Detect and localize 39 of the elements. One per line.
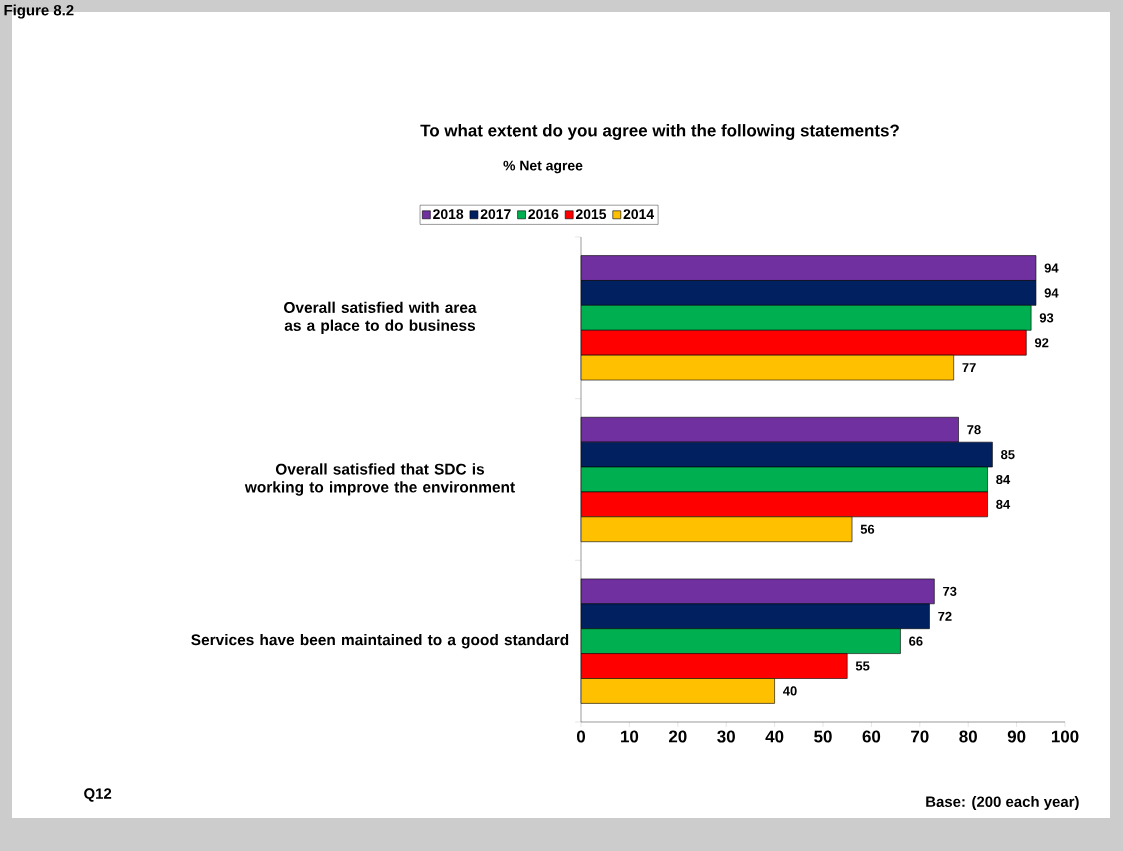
data-label: 77 [962, 363, 976, 373]
data-label: 78 [967, 425, 981, 435]
chart-subtitle: % Net agree [503, 160, 583, 174]
data-label: 56 [860, 524, 875, 534]
data-label: 84 [996, 474, 1011, 485]
x-tick-label: 20 [668, 730, 687, 743]
data-label: 66 [909, 636, 923, 646]
data-label: 40 [783, 686, 797, 696]
x-tick-label: 70 [911, 730, 929, 743]
data-label: 93 [1039, 313, 1054, 323]
data-label: 85 [1001, 450, 1015, 460]
caption: Figure 8.2 [4, 4, 74, 19]
data-label: 72 [938, 611, 952, 621]
data-label: 84 [996, 499, 1011, 509]
x-tick-label: 10 [621, 730, 639, 743]
y-tick-label: Overall satisfied with area as a place to do business [284, 301, 477, 334]
x-tick-label: 0 [576, 730, 586, 743]
legend-label: 2014 [623, 209, 655, 220]
y-tick-label: Services have been maintained to a good standard [191, 633, 569, 649]
x-tick-label: 40 [765, 730, 784, 743]
x-tick-label: 60 [862, 730, 881, 743]
x-tick-label: 50 [814, 730, 832, 743]
legend-label: 2015 [575, 209, 607, 220]
legend-label: 2018 [433, 209, 464, 220]
legend-label: 2017 [480, 209, 511, 220]
data-label: 94 [1044, 263, 1059, 273]
x-tick-label: 100 [1051, 730, 1079, 743]
chart-title: To what extent do you agree with the following statements? [420, 124, 899, 140]
x-tick-label: 30 [717, 730, 735, 743]
data-label: 55 [855, 661, 870, 671]
legend-label: 2016 [528, 209, 559, 220]
text: Base: (200 each year) [926, 796, 1079, 810]
data-label: 92 [1034, 338, 1049, 348]
x-tick-label: 80 [959, 730, 977, 743]
data-label: 94 [1044, 288, 1059, 298]
x-tick-label: 90 [1007, 730, 1026, 743]
text: Q12 [84, 788, 112, 802]
data-label: 73 [943, 586, 957, 596]
y-tick-label: Overall satisfied that SDC is working to improve the environment [244, 463, 515, 496]
